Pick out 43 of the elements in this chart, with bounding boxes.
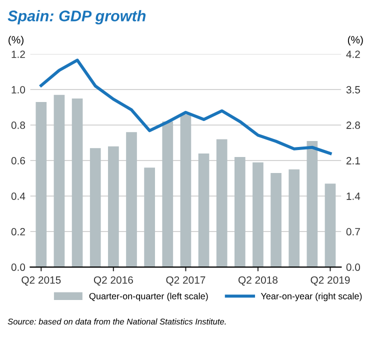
bar — [252, 162, 264, 268]
bar — [180, 114, 192, 268]
bar — [306, 141, 318, 268]
bar — [162, 122, 174, 268]
y-tick-label: 0.6 — [11, 157, 25, 164]
legend-label: Quarter-on-quarter (left scale) — [89, 292, 208, 302]
bar — [288, 169, 300, 268]
y-tick-label: 0.8 — [11, 122, 26, 129]
bar — [270, 172, 282, 268]
bar — [90, 148, 101, 268]
y-tick-label: 0.2 — [11, 228, 25, 236]
bar — [234, 157, 246, 268]
legend-label: Year-on-year (right scale) — [260, 292, 362, 302]
bar — [36, 102, 47, 268]
y-tick-label: 1.0 — [12, 86, 26, 94]
y2-tick-label: 2.8 — [346, 122, 360, 129]
bar — [54, 94, 65, 268]
chart-title: Spain: GDP growth — [8, 10, 146, 24]
line-series — [40, 58, 332, 155]
y2-tick-label: 3.5 — [346, 86, 360, 94]
y2-tick-label: 4.2 — [346, 50, 360, 58]
x-tick-label: Q2 2015 — [22, 276, 61, 286]
bar — [198, 153, 210, 268]
bar — [108, 146, 119, 268]
y-tick-label: 1.2 — [12, 50, 25, 58]
y2-axis-title: (%) — [348, 36, 363, 46]
y2-tick-label: 1.4 — [346, 192, 360, 200]
source-note: Source: based on data from the National Statistics Institute. — [8, 318, 226, 325]
y2-tick-label: 0.7 — [346, 228, 360, 236]
y-tick-label: 0.4 — [11, 192, 26, 200]
x-tick-label: Q2 2019 — [310, 276, 350, 286]
bar — [324, 184, 336, 268]
bar — [216, 139, 228, 268]
y-axis-title: (%) — [8, 36, 24, 46]
y2-tick-label: 0.0 — [346, 264, 360, 271]
bar — [126, 132, 137, 268]
bar — [72, 98, 83, 268]
x-tick-label: Q2 2017 — [166, 276, 206, 286]
y-tick-label: 0.0 — [11, 264, 26, 271]
y2-tick-label: 2.1 — [346, 157, 360, 164]
x-tick-label: Q2 2016 — [94, 276, 133, 286]
x-tick-label: Q2 2018 — [238, 276, 278, 286]
bar — [144, 168, 155, 268]
